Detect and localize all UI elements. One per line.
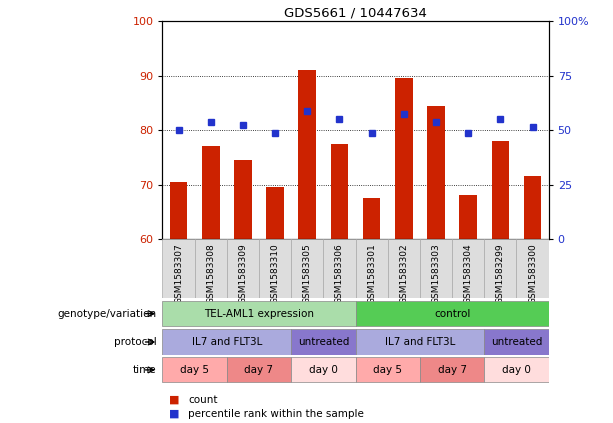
Bar <box>427 106 445 239</box>
Bar <box>291 330 356 354</box>
Text: day 0: day 0 <box>502 365 531 375</box>
Bar <box>363 198 381 239</box>
Text: day 7: day 7 <box>438 365 466 375</box>
Text: IL7 and FLT3L: IL7 and FLT3L <box>192 337 262 347</box>
Text: GSM1583301: GSM1583301 <box>367 244 376 305</box>
Bar <box>387 239 420 298</box>
Text: percentile rank within the sample: percentile rank within the sample <box>188 409 364 419</box>
Bar <box>162 239 195 298</box>
Text: GSM1583303: GSM1583303 <box>432 244 441 305</box>
Text: day 7: day 7 <box>245 365 273 375</box>
Bar <box>266 187 284 239</box>
Text: ■: ■ <box>169 395 179 405</box>
Text: GSM1583308: GSM1583308 <box>206 244 215 305</box>
Bar <box>291 357 356 382</box>
Bar <box>452 239 484 298</box>
Bar <box>356 357 420 382</box>
Text: GSM1583310: GSM1583310 <box>270 244 280 305</box>
Text: count: count <box>188 395 218 405</box>
Bar <box>299 70 316 239</box>
Text: GSM1583307: GSM1583307 <box>174 244 183 305</box>
Text: IL7 and FLT3L: IL7 and FLT3L <box>385 337 455 347</box>
Text: ■: ■ <box>169 409 179 419</box>
Bar <box>356 239 387 298</box>
Bar <box>324 239 356 298</box>
Bar <box>162 357 227 382</box>
Text: GSM1583304: GSM1583304 <box>463 244 473 305</box>
Bar <box>484 357 549 382</box>
Text: untreated: untreated <box>298 337 349 347</box>
Bar <box>524 176 541 239</box>
Text: GSM1583305: GSM1583305 <box>303 244 312 305</box>
Bar <box>420 239 452 298</box>
Bar <box>227 239 259 298</box>
Text: GSM1583302: GSM1583302 <box>399 244 408 305</box>
Bar <box>459 195 477 239</box>
Bar <box>330 144 348 239</box>
Title: GDS5661 / 10447634: GDS5661 / 10447634 <box>284 7 427 20</box>
Bar <box>202 146 219 239</box>
Bar <box>227 357 291 382</box>
Bar <box>259 239 291 298</box>
Bar <box>291 239 324 298</box>
Bar <box>484 330 549 354</box>
Bar <box>395 78 413 239</box>
Text: time: time <box>132 365 156 375</box>
Text: GSM1583300: GSM1583300 <box>528 244 537 305</box>
Bar <box>356 301 549 326</box>
Text: TEL-AML1 expression: TEL-AML1 expression <box>204 309 314 319</box>
Bar <box>356 330 484 354</box>
Text: GSM1583306: GSM1583306 <box>335 244 344 305</box>
Bar <box>162 330 291 354</box>
Bar <box>492 141 509 239</box>
Text: untreated: untreated <box>491 337 542 347</box>
Text: day 5: day 5 <box>373 365 402 375</box>
Bar <box>195 239 227 298</box>
Text: protocol: protocol <box>113 337 156 347</box>
Text: genotype/variation: genotype/variation <box>57 309 156 319</box>
Bar <box>234 160 252 239</box>
Text: GSM1583309: GSM1583309 <box>238 244 248 305</box>
Text: GSM1583299: GSM1583299 <box>496 244 505 305</box>
Text: control: control <box>434 309 470 319</box>
Text: day 0: day 0 <box>309 365 338 375</box>
Bar <box>170 182 188 239</box>
Bar <box>162 301 356 326</box>
Bar <box>484 239 516 298</box>
Bar <box>420 357 484 382</box>
Text: day 5: day 5 <box>180 365 209 375</box>
Bar <box>516 239 549 298</box>
